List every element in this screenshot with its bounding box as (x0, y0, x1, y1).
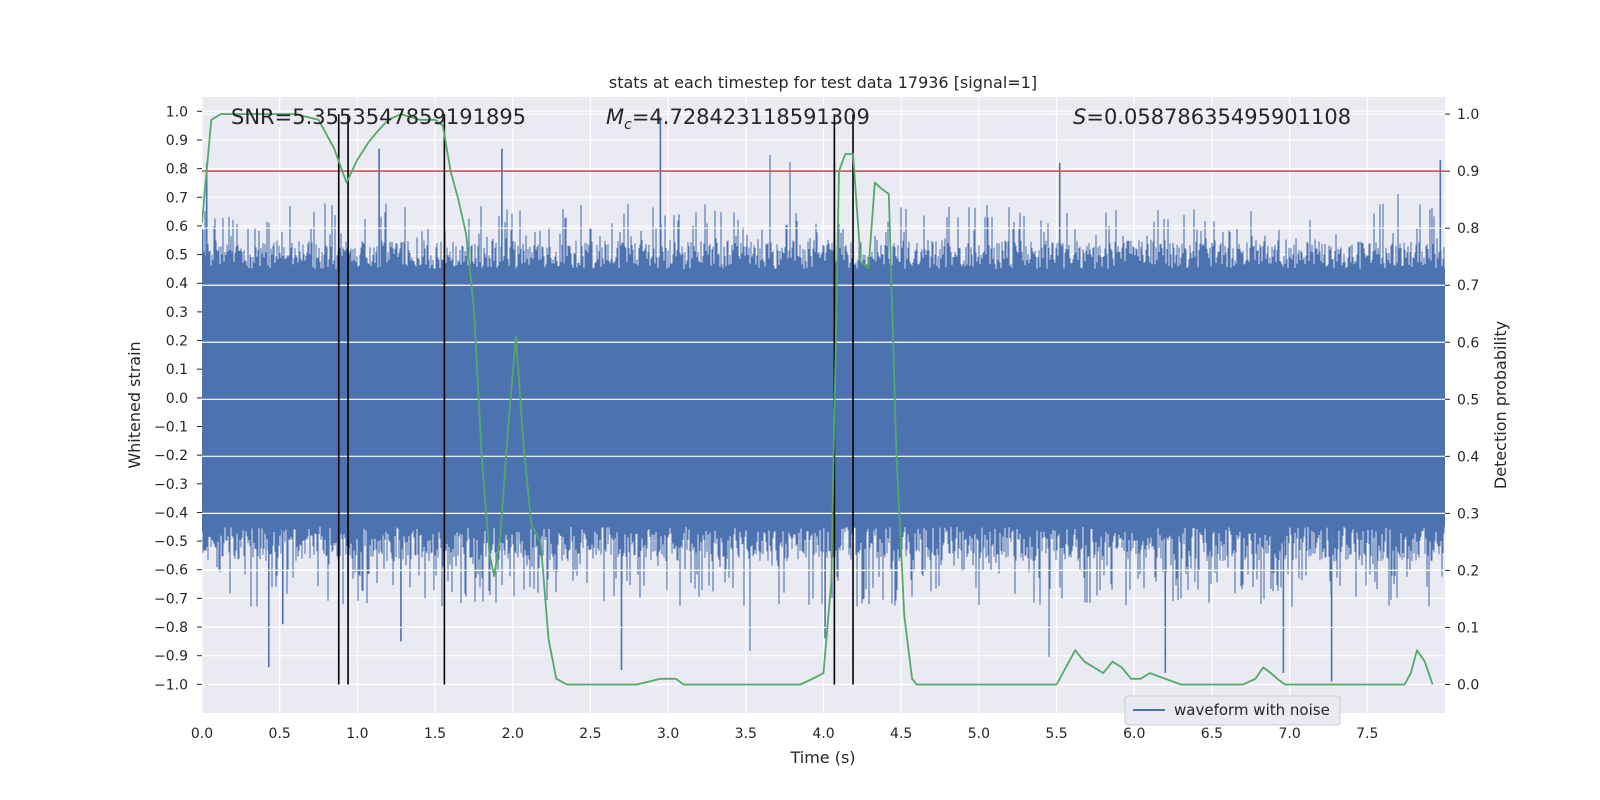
waveform-spikes (202, 155, 1443, 657)
chirp-mass-annotation: Mc=4.728423118591309 (606, 105, 870, 133)
snr-annotation: SNR=5.3553547859191895 (231, 105, 526, 129)
x-tick-label: 5.5 (1045, 726, 1067, 742)
y2-axis-ticks: 1.0 0.9 0.8 0.7 0.6 0.5 0.4 0.3 0.2 0.1 0.0 (1445, 107, 1479, 693)
x-tick-label: 6.5 (1201, 726, 1223, 742)
y-tick-label: 0.0 (166, 391, 188, 407)
legend-box (1124, 695, 1341, 726)
chirp-mass-subscript: c (624, 117, 632, 133)
y-tick-label: −0.8 (154, 620, 188, 636)
y2-tick-label: 0.6 (1457, 335, 1479, 351)
chart-title: stats at each timestep for test data 179… (609, 73, 1037, 92)
legend: waveform with noise (1124, 695, 1341, 726)
y2-tick-label: 0.8 (1457, 221, 1479, 237)
s-annotation: S=0.05878635495901108 (1073, 105, 1351, 129)
y2-axis-label: Detection probability (1491, 321, 1510, 489)
y-tick-label: 0.3 (166, 305, 188, 321)
y-tick-label: −0.9 (154, 649, 188, 665)
y-tick-label: −0.5 (154, 534, 188, 550)
y-tick-label: −0.6 (154, 563, 188, 579)
x-tick-label: 4.0 (812, 726, 834, 742)
x-tick-label: 6.0 (1123, 726, 1145, 742)
y-tick-label: −1.0 (154, 677, 188, 693)
y-tick-label: −0.2 (154, 448, 188, 464)
y-tick-label: 0.7 (166, 190, 188, 206)
x-tick-label: 0.0 (191, 726, 213, 742)
y-tick-label: 0.6 (166, 219, 188, 235)
y-tick-label: 0.9 (166, 133, 188, 149)
x-tick-label: 7.5 (1356, 726, 1378, 742)
x-axis-label: Time (s) (789, 748, 855, 767)
x-tick-label: 3.0 (657, 726, 679, 742)
y-tick-label: 0.5 (166, 248, 188, 264)
y2-tick-label: 0.9 (1457, 164, 1479, 180)
y-tick-label: 0.2 (166, 334, 188, 350)
y-tick-label: −0.3 (154, 477, 188, 493)
legend-label: waveform with noise (1174, 701, 1330, 719)
y-tick-label: −0.7 (154, 591, 188, 607)
x-tick-label: 1.0 (346, 726, 368, 742)
y-tick-label: 0.8 (166, 162, 188, 178)
s-symbol: S (1073, 105, 1086, 129)
chirp-mass-value: =4.728423118591309 (632, 105, 870, 129)
y2-tick-label: 0.3 (1457, 506, 1479, 522)
y2-tick-label: 1.0 (1457, 107, 1479, 123)
chirp-mass-symbol: M (606, 105, 624, 129)
y-tick-label: 0.4 (166, 276, 188, 292)
y-tick-label: −0.1 (154, 419, 188, 435)
s-value: =0.05878635495901108 (1086, 105, 1351, 129)
y-tick-label: −0.4 (154, 505, 188, 521)
y2-tick-label: 0.4 (1457, 449, 1479, 465)
y-tick-label: 1.0 (166, 104, 188, 120)
x-tick-label: 2.0 (502, 726, 524, 742)
x-tick-label: 2.5 (579, 726, 601, 742)
x-tick-label: 3.5 (735, 726, 757, 742)
x-axis-ticks: 0.0 0.5 1.0 1.5 2.0 2.5 3.0 3.5 4.0 4.5 5.0 5.5 6.0 6… (191, 726, 1379, 742)
waveform-peaks (205, 117, 1442, 682)
y2-tick-label: 0.7 (1457, 278, 1479, 294)
series-detection-probability (202, 113, 1434, 686)
y2-tick-label: 0.2 (1457, 563, 1479, 579)
y-axis-label: Whitened strain (125, 341, 144, 468)
x-tick-label: 1.5 (424, 726, 446, 742)
x-tick-label: 7.0 (1278, 726, 1300, 742)
x-tick-label: 5.0 (968, 726, 990, 742)
y2-tick-label: 0.0 (1457, 677, 1479, 693)
y2-tick-label: 0.5 (1457, 392, 1479, 408)
x-tick-label: 0.5 (269, 726, 291, 742)
x-tick-label: 4.5 (890, 726, 912, 742)
y-tick-label: 0.1 (166, 362, 188, 378)
y-axis-ticks: 1.0 0.9 0.8 0.7 0.6 0.5 0.4 0.3 0.2 0.1 0.0 −0.1 −0.… (154, 104, 202, 693)
y2-tick-label: 0.1 (1457, 620, 1479, 636)
